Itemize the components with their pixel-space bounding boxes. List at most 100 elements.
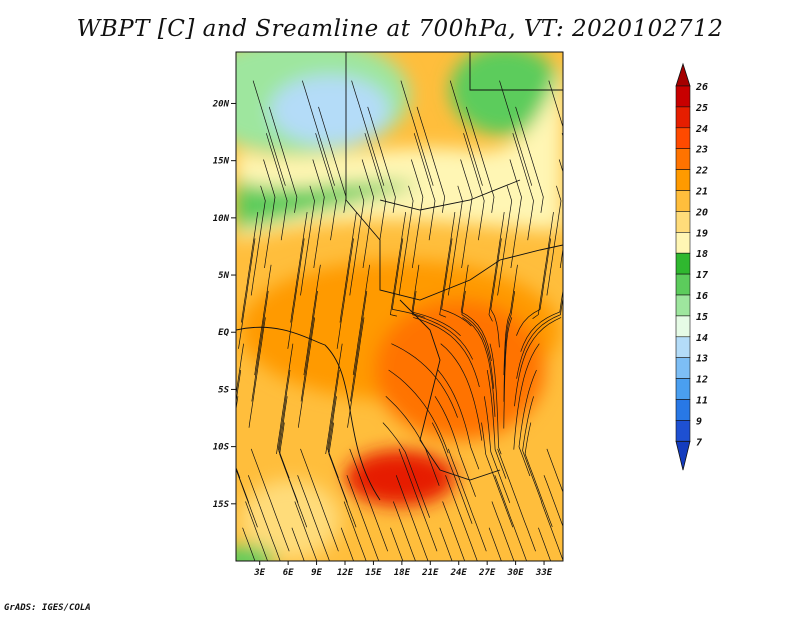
colorbar-cell bbox=[675, 190, 691, 212]
y-tick-label: 15S bbox=[213, 500, 230, 510]
x-tick-label: 9E bbox=[311, 568, 322, 578]
streamline bbox=[395, 475, 429, 561]
streamline bbox=[524, 422, 553, 528]
streamline bbox=[565, 107, 593, 213]
streamline bbox=[245, 501, 268, 561]
streamline bbox=[463, 133, 485, 241]
colorbar-label: 26 bbox=[695, 82, 708, 93]
x-tick-label: 27E bbox=[478, 568, 496, 578]
streamline bbox=[254, 264, 272, 376]
streamline bbox=[385, 396, 440, 486]
streamline bbox=[461, 291, 495, 389]
colorbar-cell bbox=[675, 336, 691, 358]
region-ne-green bbox=[450, 52, 560, 135]
streamline bbox=[290, 212, 308, 323]
streamline bbox=[488, 212, 505, 322]
streamline bbox=[352, 264, 370, 376]
streamline bbox=[520, 288, 563, 352]
streamline bbox=[411, 264, 461, 337]
colorbar-cell bbox=[675, 106, 691, 129]
streamline bbox=[300, 291, 318, 402]
streamline bbox=[382, 422, 431, 518]
colorbar-cell bbox=[675, 399, 691, 421]
x-tick-label: 21E bbox=[421, 568, 439, 578]
streamline bbox=[361, 159, 374, 269]
streamline bbox=[439, 527, 453, 561]
x-tick-label: 24E bbox=[450, 568, 468, 578]
streamline bbox=[499, 80, 533, 186]
streamline bbox=[445, 475, 478, 561]
colorbar-cell bbox=[675, 315, 691, 338]
streamline bbox=[462, 317, 496, 417]
y-tick-label: EQ bbox=[218, 328, 229, 338]
streamline bbox=[268, 106, 298, 213]
streamline bbox=[490, 238, 502, 348]
colorbar-cell bbox=[675, 252, 691, 275]
streamline bbox=[481, 422, 514, 528]
streamline bbox=[491, 501, 515, 561]
streamline bbox=[439, 212, 456, 318]
colorbar-label: 16 bbox=[696, 291, 708, 302]
streamline bbox=[312, 159, 325, 269]
streamline bbox=[241, 212, 259, 323]
streamline bbox=[349, 185, 365, 296]
streamline bbox=[276, 343, 294, 455]
colorbar-label: 17 bbox=[696, 270, 708, 281]
streamline bbox=[503, 291, 516, 402]
streamline bbox=[250, 448, 290, 552]
streamline bbox=[291, 527, 305, 561]
streamline bbox=[540, 501, 563, 561]
streamline bbox=[441, 238, 472, 327]
region-congo bbox=[375, 300, 545, 440]
y-axis: 20N 15N 10N 5N EQ 5S 10S 15S bbox=[212, 99, 236, 510]
colorbar-label: 21 bbox=[695, 187, 708, 198]
colorbar-cell bbox=[675, 232, 691, 254]
streamline bbox=[339, 212, 357, 323]
streamline bbox=[503, 264, 518, 376]
streamline bbox=[325, 343, 343, 455]
streamline bbox=[412, 291, 474, 360]
streamline bbox=[247, 475, 281, 561]
colorbar-label: 14 bbox=[696, 333, 708, 344]
region-north-blue bbox=[270, 75, 390, 145]
streamline bbox=[546, 185, 562, 296]
x-axis: 3E 6E 9E 12E 15E 18E 21E 24E 27E 30E 33E bbox=[253, 561, 553, 578]
streamline bbox=[410, 159, 424, 269]
x-tick-label: 18E bbox=[394, 568, 411, 578]
region-corner-green bbox=[236, 545, 275, 561]
streamline bbox=[236, 468, 258, 528]
colorbar-cell bbox=[675, 294, 691, 317]
streamline bbox=[509, 159, 522, 269]
streamline bbox=[367, 106, 396, 213]
colorbar-label: 24 bbox=[695, 124, 708, 135]
streamline bbox=[236, 369, 242, 479]
colorbar: 26 25 24 23 22 21 20 19 18 17 16 15 14 13 12 11 9 7 bbox=[675, 62, 708, 471]
streamline bbox=[416, 106, 446, 213]
streamline bbox=[449, 80, 483, 186]
streamline bbox=[513, 343, 540, 450]
streamline bbox=[494, 475, 527, 561]
streamline bbox=[315, 133, 337, 241]
streamline bbox=[413, 133, 436, 241]
streamline bbox=[532, 212, 554, 319]
streamline bbox=[303, 264, 321, 376]
streamline bbox=[340, 527, 354, 561]
streamline bbox=[486, 369, 507, 479]
map-frame bbox=[235, 51, 564, 562]
streamline bbox=[287, 238, 305, 349]
streamline bbox=[250, 185, 266, 296]
streamline bbox=[460, 159, 473, 269]
colorbar-cell bbox=[675, 420, 691, 442]
colorbar-label: 15 bbox=[696, 312, 708, 323]
streamline bbox=[515, 106, 544, 213]
region-sw bbox=[240, 480, 340, 560]
streamline bbox=[514, 317, 562, 407]
colorbar-label: 22 bbox=[695, 166, 708, 177]
streamline bbox=[390, 527, 404, 561]
streamline bbox=[503, 317, 513, 429]
country-borders bbox=[236, 52, 563, 501]
streamline bbox=[516, 294, 563, 379]
streamline bbox=[522, 396, 542, 502]
streamline bbox=[543, 475, 563, 528]
